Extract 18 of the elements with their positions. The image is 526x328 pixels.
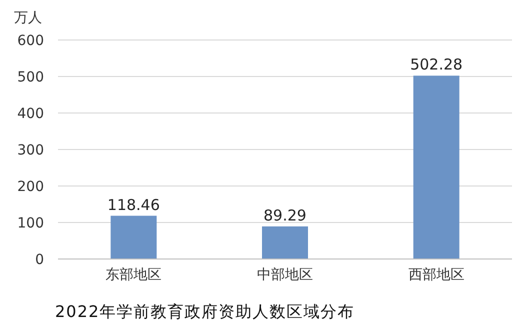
bar [262, 226, 308, 259]
data-label: 502.28 [410, 56, 463, 74]
y-tick-label: 400 [17, 106, 44, 122]
x-tick-label: 西部地区 [408, 267, 464, 283]
x-tick-label: 东部地区 [106, 267, 162, 283]
y-tick-label: 200 [17, 179, 44, 195]
y-tick-label: 600 [17, 33, 44, 49]
y-tick-label: 300 [17, 142, 44, 158]
data-label: 89.29 [264, 206, 306, 224]
y-axis-title: 万人 [14, 10, 42, 26]
bar [110, 216, 157, 259]
data-label: 118.46 [107, 196, 160, 214]
bar [413, 76, 460, 259]
y-tick-label: 500 [17, 70, 44, 86]
text: 2022年学前教育政府资助人数区域分布 [55, 302, 355, 321]
y-tick-label: 0 [35, 252, 44, 268]
y-tick-label: 100 [17, 216, 44, 232]
x-tick-label: 中部地区 [257, 267, 313, 283]
